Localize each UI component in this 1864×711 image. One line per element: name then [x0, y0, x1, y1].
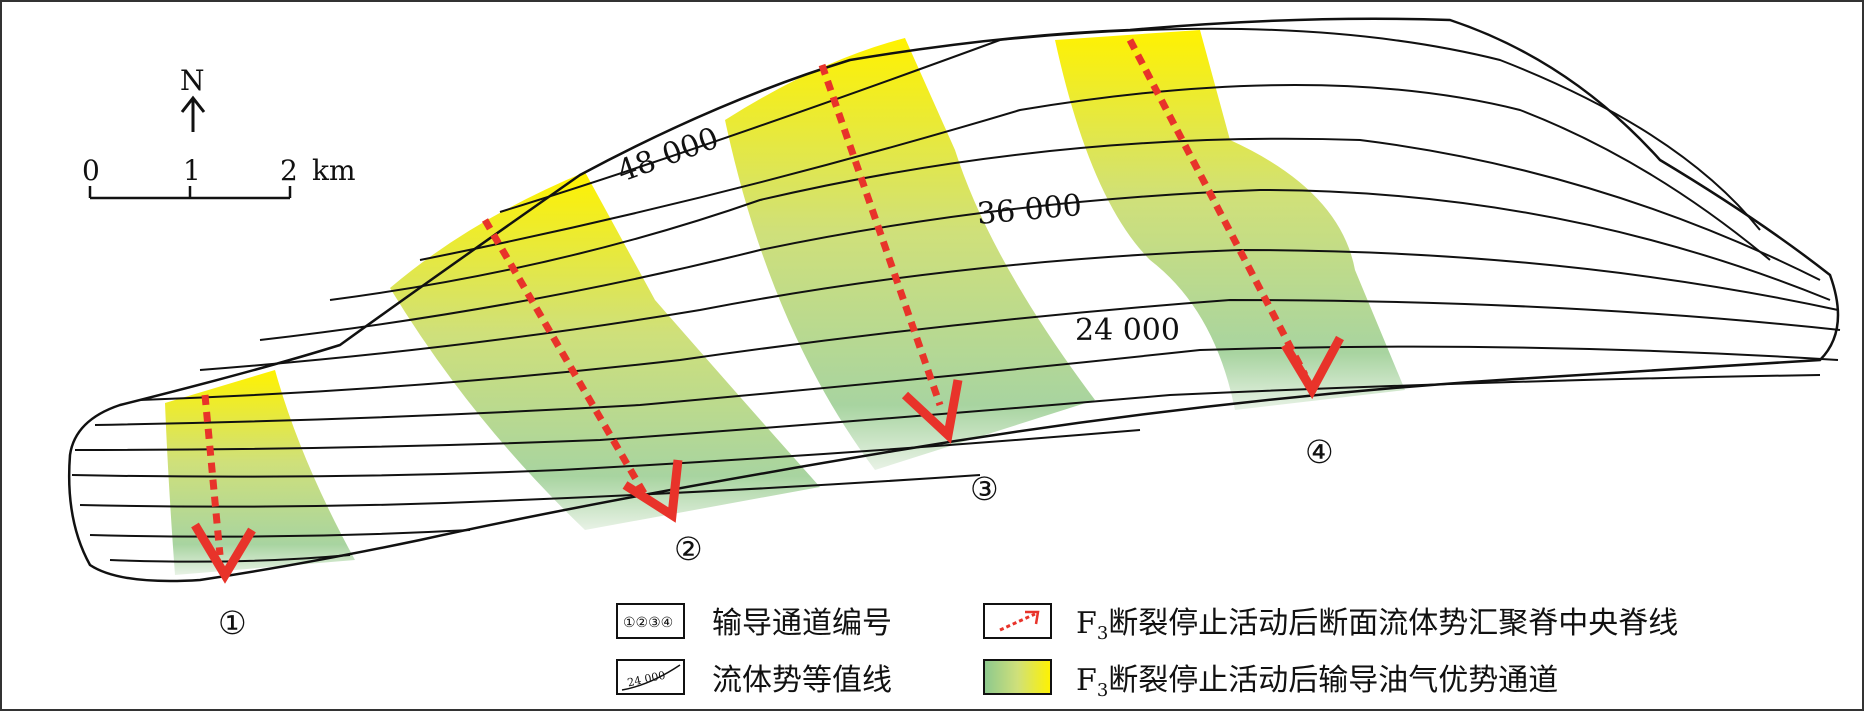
legend-pathway-swatch — [983, 659, 1052, 695]
contour-label-36000: 36 000 — [976, 188, 1084, 232]
legend-pathway-text: 断裂停止活动后输导油气优势通道 — [1108, 663, 1558, 698]
arrowhead-2 — [622, 459, 683, 523]
ridge-line-2 — [481, 218, 652, 502]
basin-boundary — [67, 17, 1840, 583]
legend-pathway-f-sub: 3 — [1097, 680, 1108, 701]
arrowhead-4 — [1281, 335, 1344, 400]
legend-ridge-text: 断裂停止活动后断面流体势汇聚脊中央脊线 — [1108, 606, 1678, 641]
contour-label-24000: 24 000 — [1075, 313, 1180, 348]
pathways — [165, 30, 1405, 575]
pathway-1 — [165, 370, 355, 575]
legend: ①②③④ 输导通道编号 24 000 流体势等值线 F3断裂停止活动后断面流体势… — [616, 603, 1678, 701]
channel-numbers: ① ② ③ ④ — [218, 433, 1334, 642]
scale-unit: km — [312, 154, 356, 187]
legend-ridge-label: F3断裂停止活动后断面流体势汇聚脊中央脊线 — [1076, 606, 1678, 644]
legend-channel-swatch — [616, 603, 685, 639]
pathway-3 — [725, 38, 1095, 470]
contour-lines — [71, 27, 1841, 563]
legend-ridge-f: F — [1076, 606, 1097, 641]
legend-channel-label: 输导通道编号 — [712, 606, 892, 641]
north-arrow-icon — [180, 95, 206, 132]
scale-tick-1: 1 — [183, 154, 201, 187]
contour-value-labels: 48 000 36 000 24 000 — [613, 121, 1180, 348]
channel-number-3: ③ — [970, 470, 999, 508]
arrowhead-3 — [901, 379, 963, 444]
arrowhead-1 — [191, 522, 256, 584]
legend-contour-swatch — [616, 659, 685, 695]
legend-pathway-label: F3断裂停止活动后输导油气优势通道 — [1076, 663, 1558, 701]
legend-ridge-f-sub: 3 — [1097, 623, 1108, 644]
ridge-arrowheads — [191, 335, 1344, 584]
north-arrow: N — [180, 64, 206, 132]
channel-number-4: ④ — [1305, 433, 1334, 471]
channel-number-1: ① — [218, 604, 247, 642]
ridge-lines — [201, 38, 1309, 556]
scale-tick-0: 0 — [82, 154, 100, 187]
pathway-2 — [390, 172, 820, 530]
scale-tick-2: 2 — [280, 154, 298, 187]
scale-bar: 0 1 2 km — [82, 154, 356, 200]
north-label: N — [180, 64, 205, 97]
ridge-line-3 — [818, 63, 944, 407]
legend-pathway-f: F — [1076, 663, 1097, 698]
ridge-line-4 — [1126, 38, 1309, 377]
pathway-4 — [1055, 30, 1405, 410]
ridge-line-1 — [201, 394, 224, 556]
legend-contour-label: 流体势等值线 — [712, 663, 892, 698]
legend-ridge-swatch — [983, 603, 1052, 639]
legend-channel-sample: ①②③④ — [623, 615, 673, 631]
channel-number-2: ② — [674, 530, 703, 568]
